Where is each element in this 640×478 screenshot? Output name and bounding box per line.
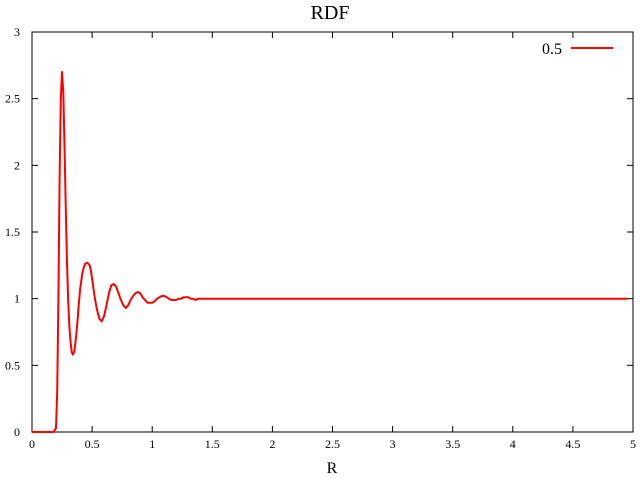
x-axis-label: R <box>327 460 338 477</box>
chart-title: RDF <box>311 2 350 24</box>
x-tick-label: 0 <box>29 437 35 451</box>
x-axis-ticks: 0 0.5 1 1.5 2 2.5 3 3.5 4 4.5 5 <box>29 32 636 451</box>
legend-label: 0.5 <box>542 41 562 58</box>
plot-frame <box>31 31 634 433</box>
x-tick-label: 5 <box>630 437 636 451</box>
y-tick-label: 0 <box>14 425 20 439</box>
x-tick-label: 3 <box>390 437 396 451</box>
x-tick-label: 2 <box>269 437 275 451</box>
x-tick-label: 4.5 <box>565 437 580 451</box>
y-tick-label: 2.5 <box>5 92 20 106</box>
y-tick-label: 1 <box>14 292 20 306</box>
y-tick-label: 1.5 <box>5 225 20 239</box>
y-tick-label: 0.5 <box>5 358 20 372</box>
legend: 0.5 <box>542 41 613 58</box>
y-axis-ticks: 0 0.5 1 1.5 2 2.5 3 <box>5 25 633 439</box>
y-tick-label: 2 <box>14 158 20 172</box>
x-tick-label: 1 <box>149 437 155 451</box>
x-tick-label: 0.5 <box>85 437 100 451</box>
x-tick-label: 4 <box>510 437 516 451</box>
x-tick-label: 2.5 <box>325 437 340 451</box>
series-line-0.5 <box>32 71 627 433</box>
x-tick-label: 3.5 <box>445 437 460 451</box>
x-tick-label: 1.5 <box>205 437 220 451</box>
y-tick-label: 3 <box>14 25 20 39</box>
